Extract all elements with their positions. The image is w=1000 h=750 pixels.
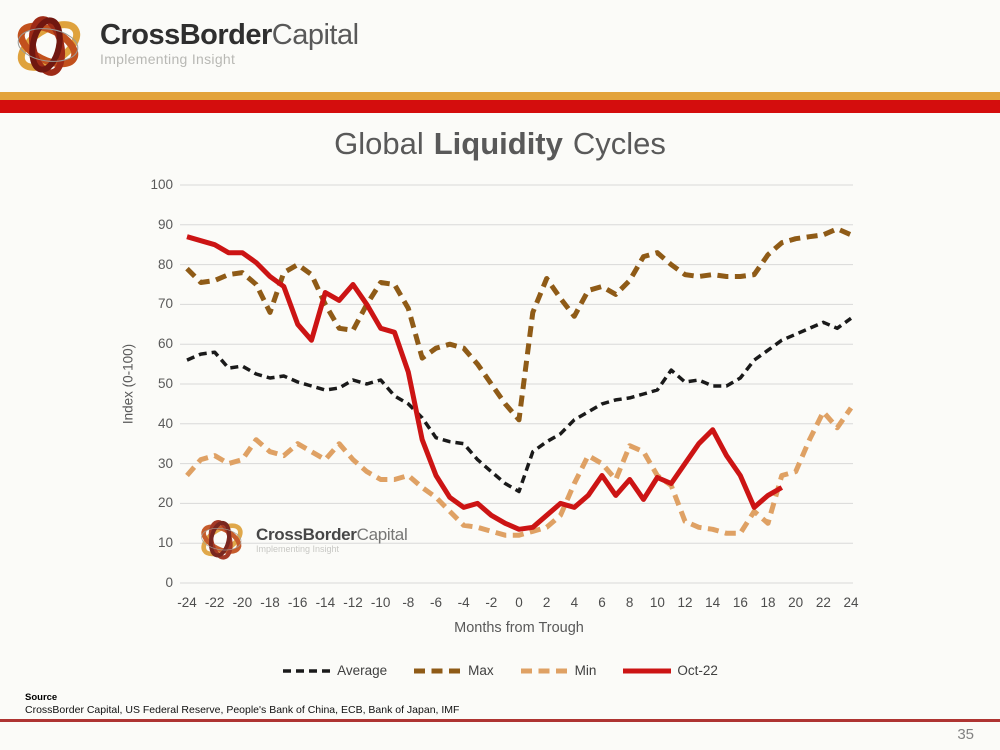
y-tick-label: 10 [157,535,173,551]
title-bold: Liquidity [433,126,563,161]
x-tick-label: 6 [598,595,606,610]
x-tick-label: 24 [843,595,859,610]
legend-swatch-average [283,668,332,673]
y-tick-label: 0 [165,575,173,590]
watermark-brand: CrossBorderCapital [256,525,408,544]
x-tick-label: 0 [515,595,523,610]
header-stripe-gold [0,92,1000,100]
brand-tagline: Implementing Insight [100,51,236,67]
x-tick-label: -14 [315,595,336,610]
series-line-average [186,316,853,494]
legend-swatch-oct-22 [623,668,672,673]
x-tick-label: -12 [343,595,363,610]
legend-item-average: Average [282,663,387,678]
title-pre: Global [334,126,424,161]
x-tick-label: -2 [485,595,498,610]
legend-label: Average [337,663,388,678]
source-label: Source [25,692,58,703]
x-tick-label: 2 [542,595,551,610]
header-stripe-red [0,100,1000,113]
x-tick-label: -24 [177,595,197,610]
y-tick-label: 70 [157,296,173,312]
legend-swatch-max [414,668,463,673]
y-tick-label: 80 [157,256,173,272]
x-axis-title: Months from Trough [454,620,584,636]
x-tick-label: 8 [625,595,634,610]
x-tick-label: 20 [788,595,804,610]
chart-watermark-logo: CrossBorderCapital Implementing Insight [196,512,408,565]
brand-name: CrossBorderCapital [100,19,359,51]
page-number: 35 [957,726,974,743]
x-tick-label: -20 [232,595,253,610]
page-title: Global Liquidity Cycles [0,126,1000,162]
chart-legend: Average Max Min Oct-22 [0,663,1000,678]
header-logo: CrossBorderCapital Implementing Insight [10,4,359,84]
y-tick-label: 30 [157,455,173,471]
legend-item-oct-22: Oct-22 [622,663,718,678]
x-tick-label: 18 [760,595,776,610]
legend-swatch-min [520,668,569,673]
x-tick-label: 16 [732,595,748,610]
x-tick-label: -22 [204,595,225,610]
y-tick-label: 100 [150,177,173,192]
watermark-tagline: Implementing Insight [256,544,340,554]
x-tick-label: -6 [429,595,442,610]
crossborder-logo-icon [196,512,248,565]
x-tick-label: -8 [402,595,415,610]
title-post: Cycles [572,126,666,161]
x-tick-label: 4 [570,595,579,610]
footer-rule [0,719,1000,722]
x-tick-label: 22 [815,595,831,610]
x-tick-label: 12 [677,595,693,610]
legend-item-min: Min [520,663,597,678]
y-axis-title: Index (0-100) [120,343,136,425]
x-tick-label: -16 [287,595,308,610]
y-tick-label: 20 [157,495,173,511]
series-line-oct-22 [186,234,784,532]
x-tick-label: 10 [649,595,665,610]
x-tick-label: -10 [370,595,391,610]
source-text: CrossBorder Capital, US Federal Reserve,… [25,704,460,716]
x-tick-label: 14 [705,595,721,610]
legend-label: Min [574,663,597,678]
crossborder-logo-icon [10,4,88,84]
y-tick-label: 90 [157,216,173,232]
legend-label: Max [468,663,494,678]
legend-label: Oct-22 [677,663,718,678]
series-line-max [185,226,852,423]
source-block: Source CrossBorder Capital, US Federal R… [25,692,459,716]
y-tick-label: 50 [157,376,173,391]
x-tick-label: -18 [260,595,280,610]
y-tick-label: 60 [157,336,173,352]
y-tick-label: 40 [157,415,173,431]
legend-item-max: Max [413,663,494,678]
x-tick-label: -4 [457,595,470,610]
